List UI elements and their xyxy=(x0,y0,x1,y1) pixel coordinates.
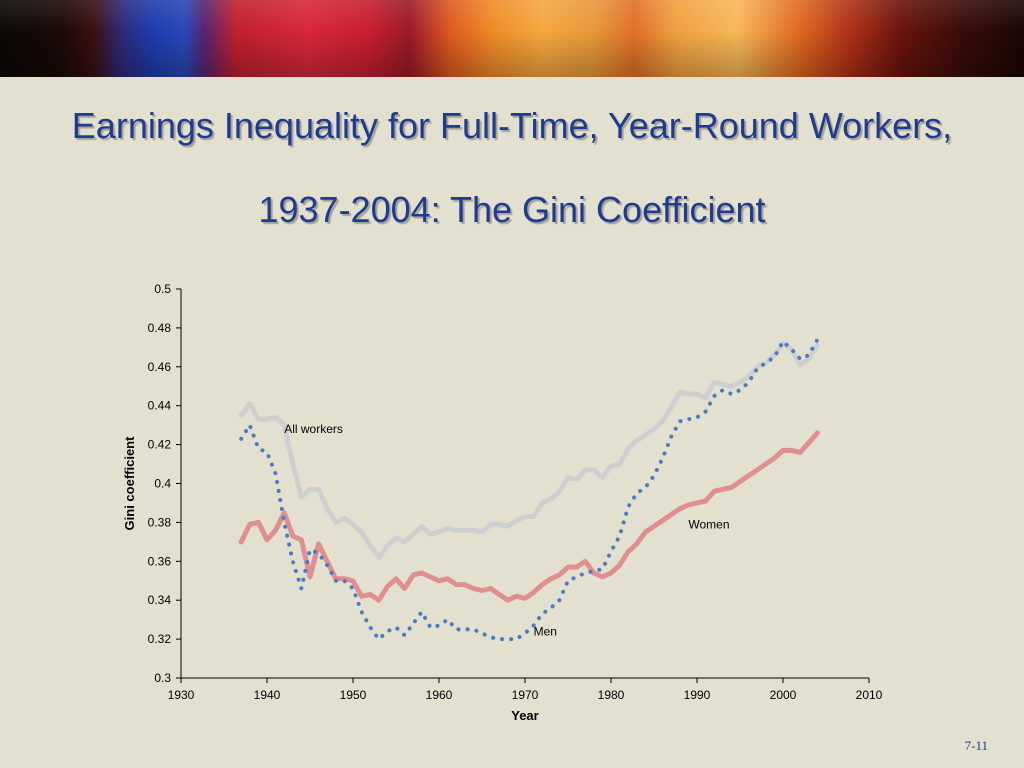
series-line-women xyxy=(238,430,820,603)
x-axis-title: Year xyxy=(511,708,538,723)
chart-series xyxy=(238,337,820,642)
x-tick-label: 1990 xyxy=(684,688,711,702)
series-line-men xyxy=(239,337,820,642)
x-tick-label: 2010 xyxy=(856,688,883,702)
y-tick-label: 0.34 xyxy=(148,593,172,607)
y-tick-label: 0.5 xyxy=(154,282,171,296)
x-tick-label: 1950 xyxy=(340,688,367,702)
y-tick-label: 0.36 xyxy=(148,554,172,568)
series-label-men: Men xyxy=(534,624,557,638)
y-tick-label: 0.38 xyxy=(148,515,172,529)
x-tick-label: 1960 xyxy=(426,688,453,702)
x-tick-label: 1940 xyxy=(254,688,281,702)
slide-title: Earnings Inequality for Full-Time, Year-… xyxy=(71,105,953,230)
series-label-all-workers: All workers xyxy=(284,422,343,436)
y-tick-label: 0.46 xyxy=(148,360,172,374)
y-tick-label: 0.3 xyxy=(154,671,171,685)
y-tick-label: 0.42 xyxy=(148,438,172,452)
chart-axes: 0.3 0.32 0.34 0.36 0.38 0.4 0.42 0.44 0.46 0.48 0.… xyxy=(122,282,883,723)
x-tick-label: 1930 xyxy=(168,688,195,702)
y-tick-label: 0.44 xyxy=(148,399,172,413)
y-tick-label: 0.4 xyxy=(154,477,171,491)
series-label-women: Women xyxy=(688,517,729,531)
y-tick-label: 0.32 xyxy=(148,632,172,646)
x-tick-label: 1970 xyxy=(512,688,539,702)
y-tick-label: 0.48 xyxy=(148,321,172,335)
x-tick-label: 1980 xyxy=(598,688,625,702)
x-tick-label: 2000 xyxy=(770,688,797,702)
slide-number: 7-11 xyxy=(964,738,988,753)
y-axis-title: Gini coefficient xyxy=(122,436,137,531)
header-banner xyxy=(0,0,1024,77)
chart-labels: All workers Women Men xyxy=(284,422,729,638)
series-line-all-workers xyxy=(238,341,820,560)
